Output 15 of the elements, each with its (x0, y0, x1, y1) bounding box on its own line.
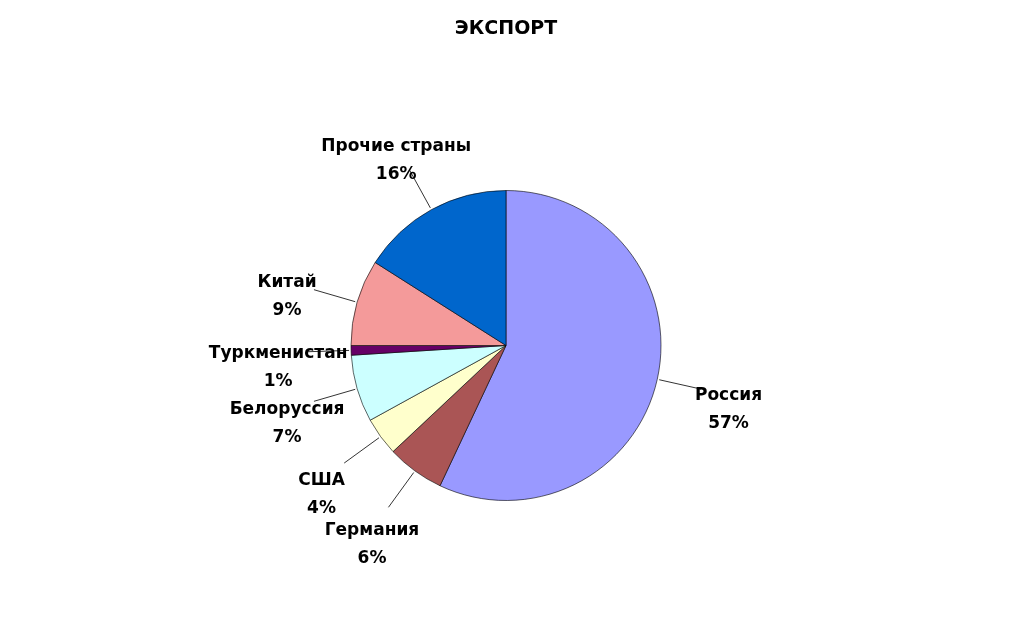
data-label: 9% (272, 298, 302, 319)
slice-label: Прочие страны (321, 134, 472, 155)
data-label: 57% (708, 412, 749, 433)
slice-label: Китай (257, 270, 317, 291)
chart-title: ЭКСПОРТ (454, 16, 558, 38)
data-label: 4% (307, 496, 336, 517)
data-label: 7% (272, 426, 302, 447)
slice-label: Туркменистан (208, 341, 348, 362)
data-label: 16% (375, 162, 417, 183)
slice-label: Белоруссия (229, 398, 345, 419)
data-label: 1% (263, 369, 293, 390)
slice-label: Германия (324, 518, 420, 539)
slice-label: Россия (694, 384, 763, 405)
data-label: 6% (357, 546, 387, 567)
slice-label: США (298, 468, 346, 489)
